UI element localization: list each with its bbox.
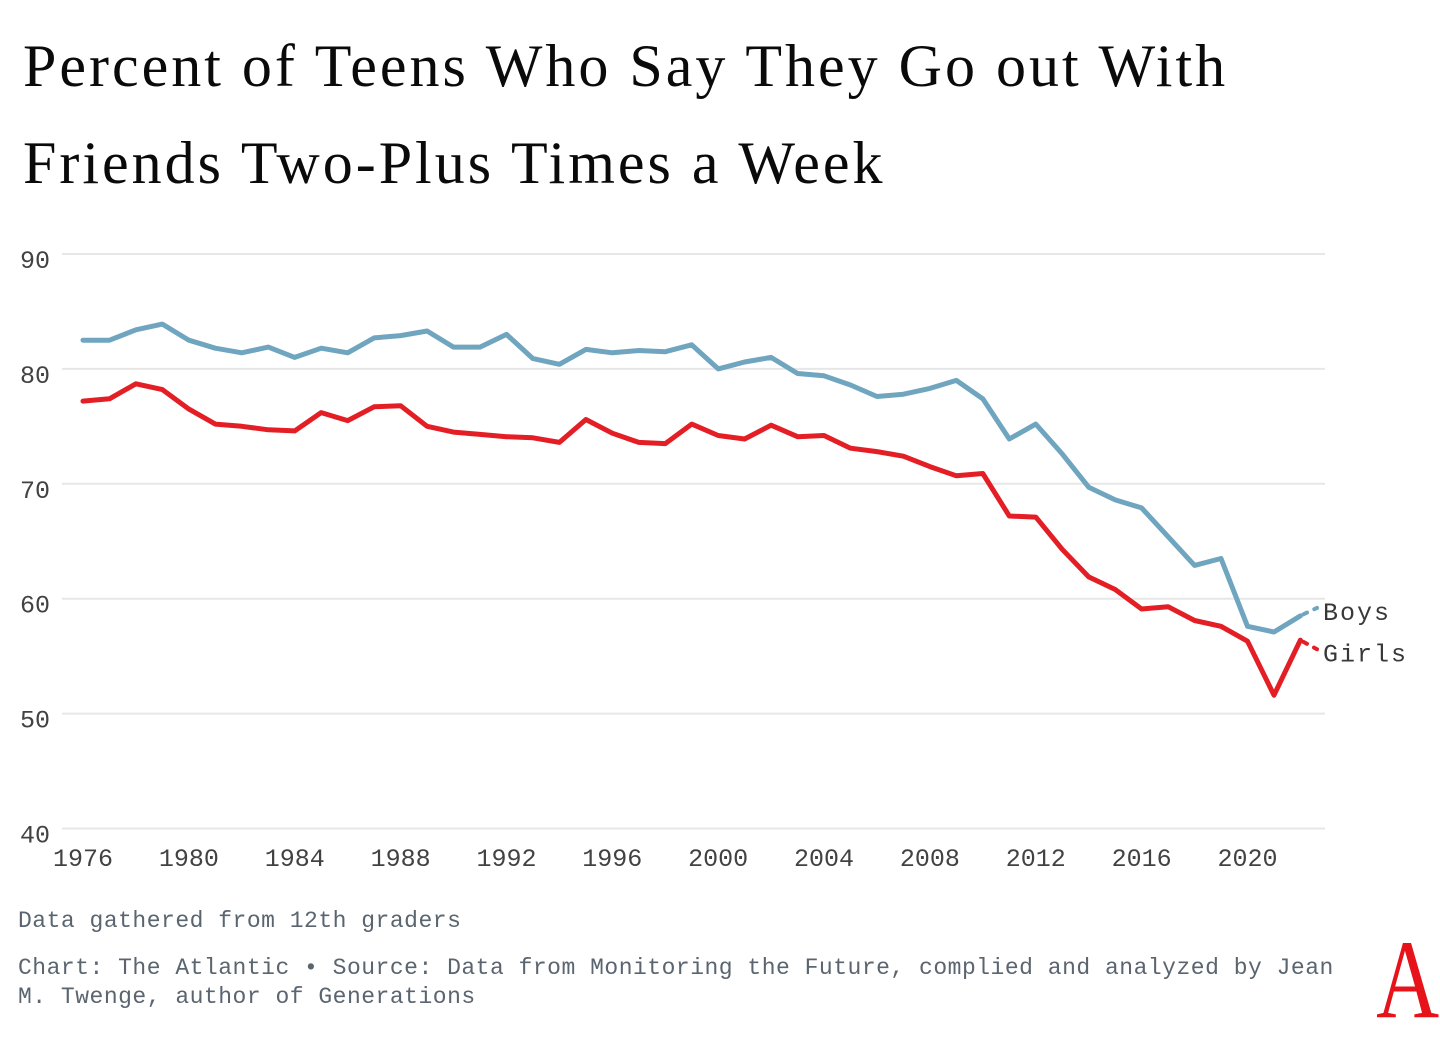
label-connector-boys (1301, 605, 1319, 617)
series-label-girls: Girls (1323, 640, 1408, 669)
x-tick-label-2000: 2000 (688, 845, 748, 874)
series-line-boys (80, 321, 1303, 635)
y-tick-label-90: 90 (20, 247, 50, 276)
series-line-girls (80, 381, 1303, 698)
chart-title-line2: Friends Two-Plus Times a Week (23, 130, 886, 196)
source-credit-line1: Chart: The Atlantic • Source: Data from … (18, 955, 1334, 981)
chart-title-line1: Percent of Teens Who Say They Go out Wit… (23, 33, 1229, 99)
x-tick-label-1988: 1988 (371, 845, 431, 874)
y-tick-label-40: 40 (20, 822, 50, 851)
x-tick-label-1996: 1996 (582, 845, 642, 874)
y-tick-label-60: 60 (20, 592, 50, 621)
y-tick-label-70: 70 (20, 477, 50, 506)
x-tick-label-1992: 1992 (476, 845, 536, 874)
series-label-boys: Boys (1323, 599, 1391, 628)
chart-title: Percent of Teens Who Say They Go out Wit… (23, 18, 1423, 212)
x-tick-label-2020: 2020 (1217, 845, 1277, 874)
x-tick-label-2004: 2004 (794, 845, 854, 874)
y-tick-label-80: 80 (20, 362, 50, 391)
x-tick-label-1980: 1980 (159, 845, 219, 874)
x-tick-label-2016: 2016 (1112, 845, 1172, 874)
label-connector-girls (1301, 639, 1319, 652)
x-tick-label-1984: 1984 (265, 845, 325, 874)
x-tick-label-2012: 2012 (1006, 845, 1066, 874)
source-credit-line2: M. Twenge, author of Generations (18, 984, 476, 1010)
x-tick-label-2008: 2008 (900, 845, 960, 874)
chart-footnotes: Data gathered from 12th graders Chart: T… (18, 908, 1378, 1012)
y-tick-label-50: 50 (20, 707, 50, 736)
x-tick-label-1976: 1976 (53, 845, 113, 874)
atlantic-logo: A (1376, 918, 1440, 1042)
data-note: Data gathered from 12th graders (18, 908, 462, 934)
chart-area: 90 80 70 60 50 40 1976 1980 1984 1988 1992 1996 2000… (0, 230, 1440, 890)
